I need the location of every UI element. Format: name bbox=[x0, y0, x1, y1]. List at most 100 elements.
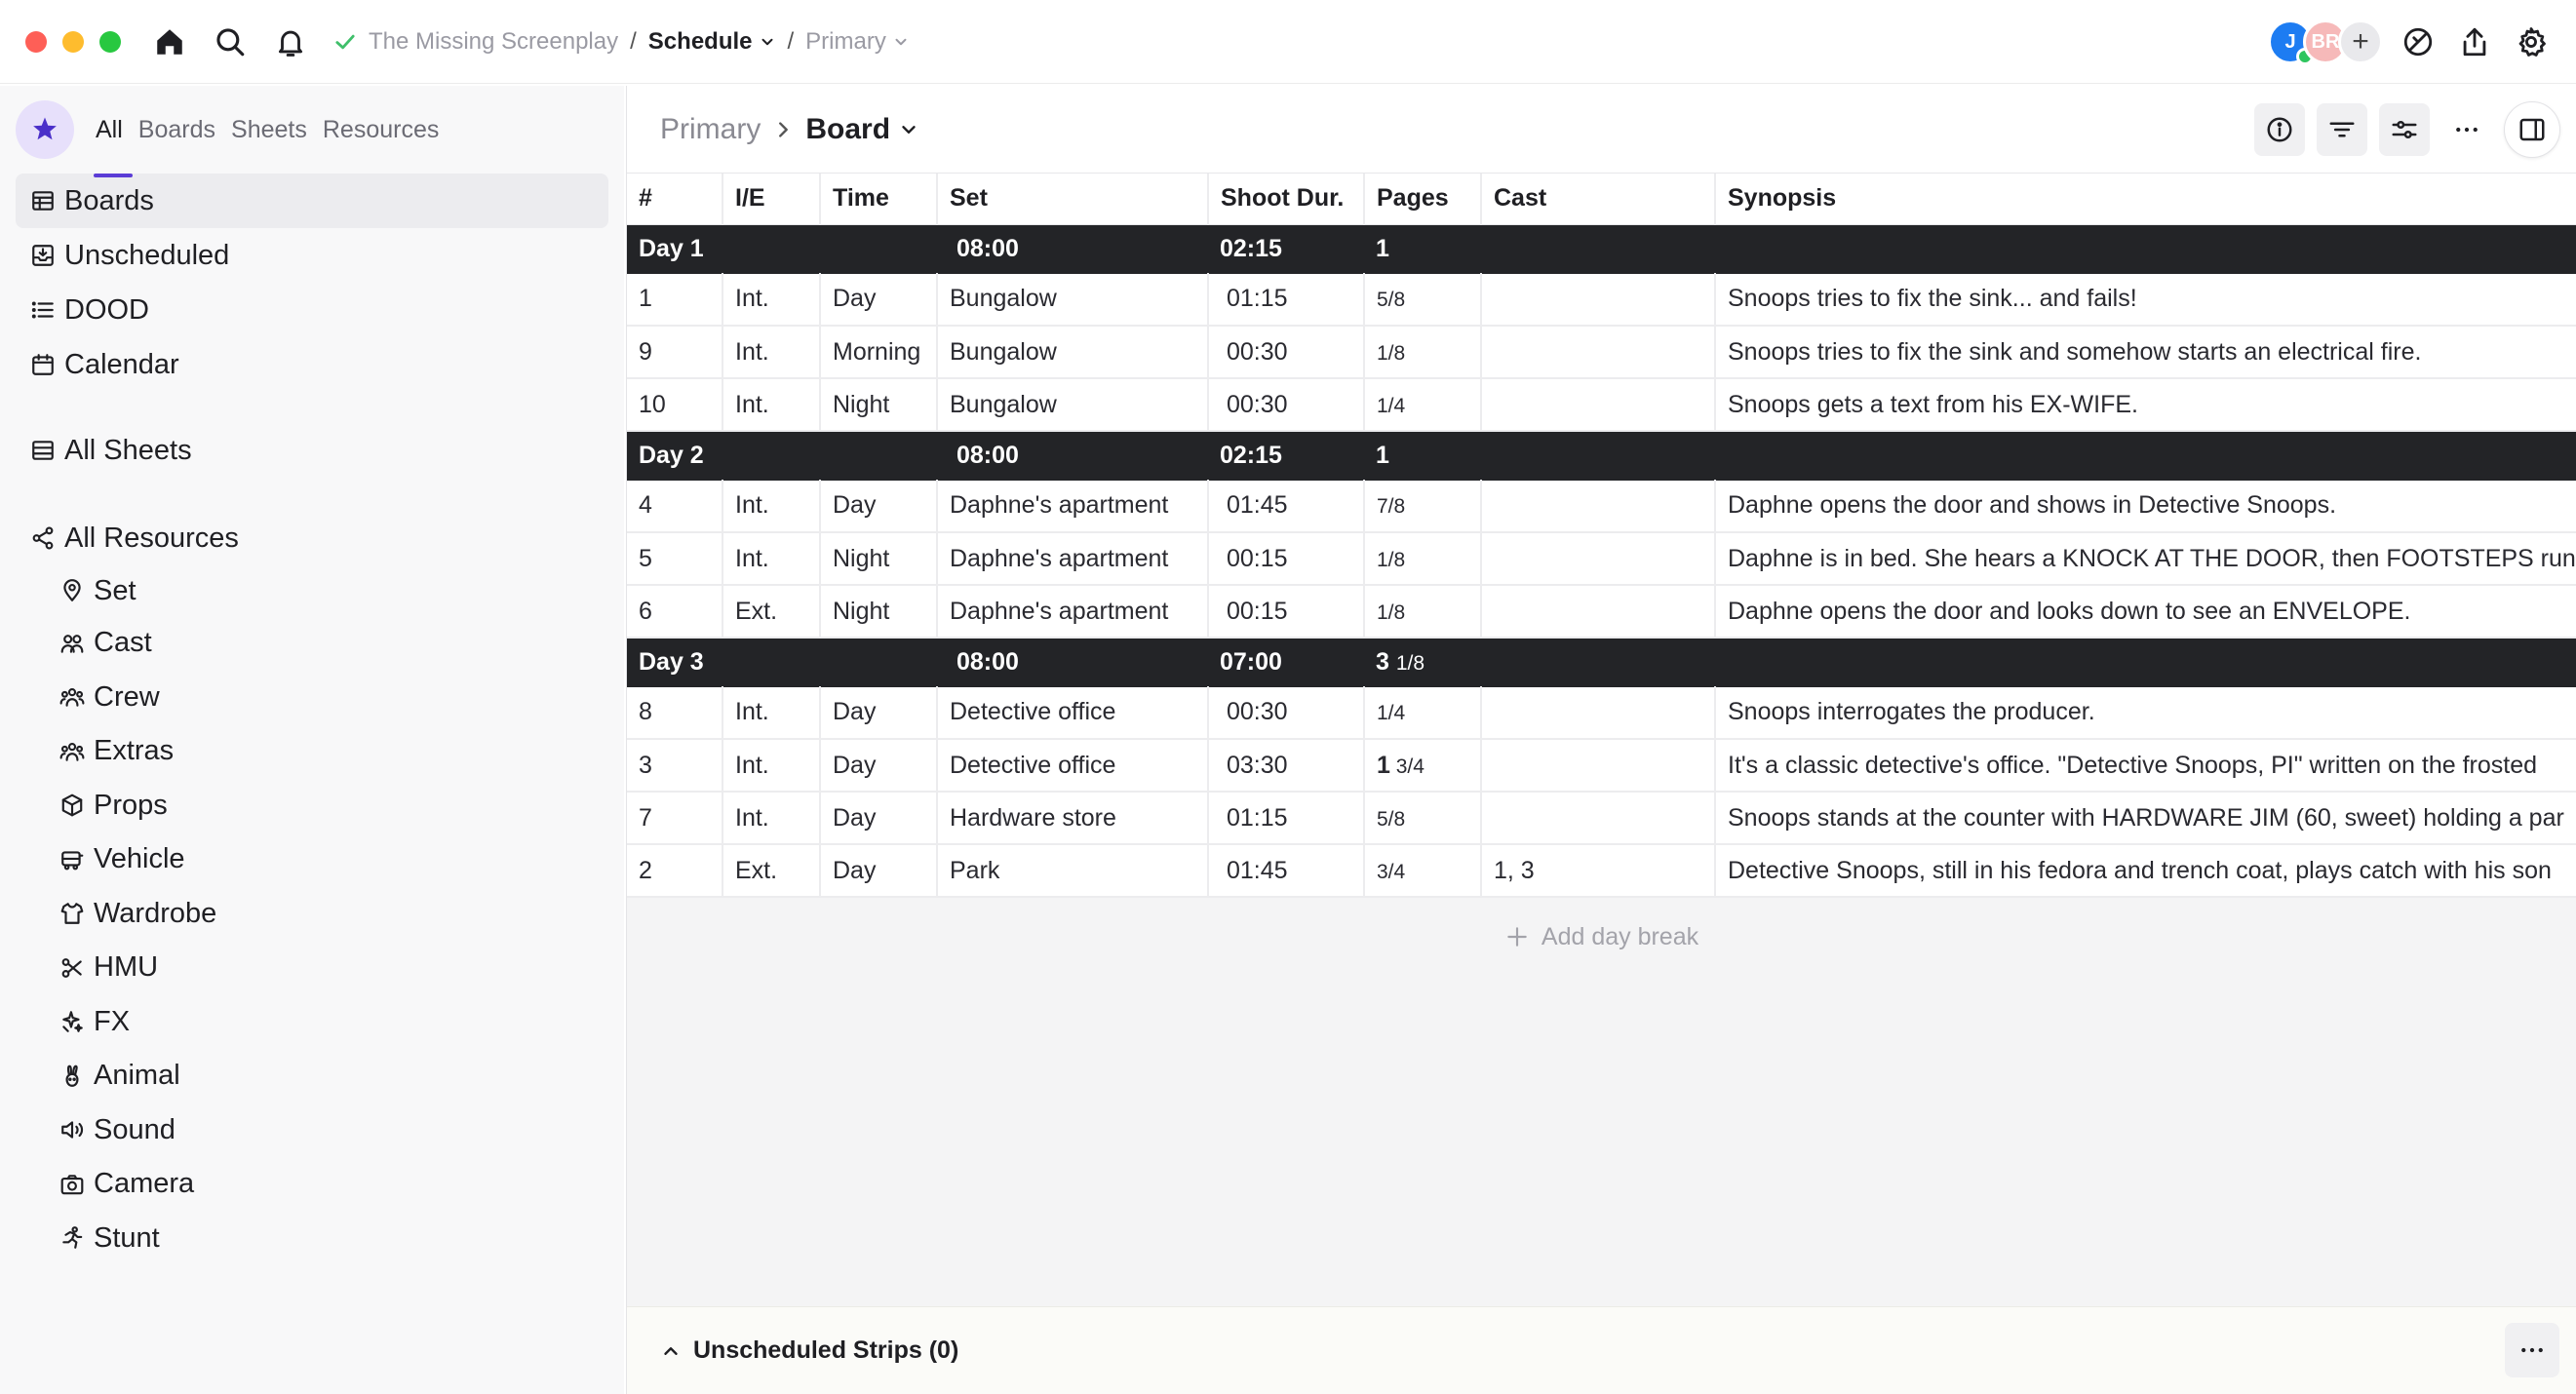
board-view: Primary Board bbox=[626, 86, 2576, 1394]
home-icon[interactable] bbox=[150, 22, 189, 61]
time-of-day: Day bbox=[820, 480, 938, 533]
set-name: Bungalow bbox=[937, 378, 1209, 432]
table-row[interactable]: 5 Int. Night Daphne's apartment 00:15 1/8 Daph… bbox=[627, 532, 2576, 586]
scene-number: 8 bbox=[627, 686, 723, 740]
sidebar-item-camera[interactable]: Camera bbox=[16, 1157, 608, 1212]
sidebar-item-sound[interactable]: Sound bbox=[16, 1104, 608, 1158]
column-header[interactable]: Set bbox=[937, 174, 1209, 225]
set-name: Daphne's apartment bbox=[937, 532, 1209, 586]
synopsis: Snoops tries to fix the sink and somehow… bbox=[1715, 326, 2576, 379]
sidebar-item-label: Extras bbox=[94, 735, 175, 767]
table-row[interactable]: 3 Int. Day Detective office 03:30 1 3/4 It's a… bbox=[627, 739, 2576, 793]
day-break-row[interactable]: Day 3 08:00 07:00 3 1/8 bbox=[627, 638, 2576, 687]
schedule-version-menu[interactable]: Primary bbox=[805, 27, 886, 55]
sidebar-item-unscheduled[interactable]: Unscheduled bbox=[16, 228, 608, 283]
sidebar-item-boards[interactable]: Boards bbox=[16, 174, 608, 228]
settings-sliders-button[interactable] bbox=[2379, 103, 2430, 156]
int-ext: Int. bbox=[722, 378, 821, 432]
sidebar-item-set[interactable]: Set bbox=[16, 565, 608, 616]
sidebar-item-calendar[interactable]: Calendar bbox=[16, 337, 608, 392]
day-break-row[interactable]: Day 2 08:00 02:15 1 bbox=[627, 431, 2576, 481]
table-row[interactable]: 2 Ext. Day Park 01:45 3/4 1, 3 Detective Snoops… bbox=[627, 844, 2576, 898]
sidebar-item-hmu[interactable]: HMU bbox=[16, 941, 608, 995]
sidebar-item-props[interactable]: Props bbox=[16, 779, 608, 833]
scene-number: 6 bbox=[627, 585, 723, 639]
stripboard-table: # I/E Time Set Shoot Dur. Pages Cast Synopsis D… bbox=[627, 174, 2576, 898]
chevron-up-icon[interactable] bbox=[660, 1340, 682, 1362]
sidebar-item-wardrobe[interactable]: Wardrobe bbox=[16, 887, 608, 942]
add-collaborator-button[interactable]: + bbox=[2338, 19, 2383, 64]
sidebar-item-crew[interactable]: Crew bbox=[16, 671, 608, 725]
column-header[interactable]: Cast bbox=[1481, 174, 1716, 225]
column-header[interactable]: I/E bbox=[722, 174, 821, 225]
column-header[interactable]: # bbox=[627, 174, 723, 225]
table-row[interactable]: 6 Ext. Night Daphne's apartment 00:15 1/8 Daph… bbox=[627, 585, 2576, 639]
day-break-row[interactable]: Day 1 08:00 02:15 1 bbox=[627, 224, 2576, 274]
inbox-icon bbox=[29, 242, 57, 269]
search-icon[interactable] bbox=[211, 22, 250, 61]
column-header[interactable]: Synopsis bbox=[1715, 174, 2576, 225]
sliders-icon bbox=[2392, 121, 2417, 139]
sidebar-item-stunt[interactable]: Stunt bbox=[16, 1212, 608, 1266]
set-name: Detective office bbox=[937, 739, 1209, 793]
page-title[interactable]: Board bbox=[805, 112, 891, 145]
chevron-down-icon[interactable] bbox=[759, 33, 776, 51]
tab-resources[interactable]: Resources bbox=[322, 115, 440, 143]
more-horizontal-icon bbox=[2521, 1347, 2543, 1353]
share-icon[interactable] bbox=[2453, 20, 2496, 63]
table-row[interactable]: 10 Int. Night Bungalow 00:30 1/4 Snoops gets a… bbox=[627, 378, 2576, 432]
sidebar-item-fx[interactable]: FX bbox=[16, 995, 608, 1050]
close-window-button[interactable] bbox=[25, 30, 47, 53]
sidebar-item-label: Calendar bbox=[64, 348, 179, 380]
breadcrumb-separator: / bbox=[630, 27, 637, 55]
sidebar-item-label: All Resources bbox=[64, 522, 239, 554]
sidebar-item-label: Crew bbox=[94, 680, 160, 713]
table-row[interactable]: 7 Int. Day Hardware store 01:15 5/8 Snoops sta… bbox=[627, 792, 2576, 845]
add-day-break-button[interactable]: Add day break bbox=[627, 898, 2576, 976]
column-header[interactable]: Shoot Dur. bbox=[1208, 174, 1365, 225]
sidebar-item-all-resources[interactable]: All Resources bbox=[16, 511, 608, 565]
schedule-menu[interactable]: Schedule bbox=[647, 27, 753, 55]
filter-button[interactable] bbox=[2317, 103, 2367, 156]
toggle-panel-button[interactable] bbox=[2504, 101, 2560, 158]
pages-cell: 5/8 bbox=[1364, 792, 1482, 845]
tab-boards[interactable]: Boards bbox=[137, 115, 216, 143]
sidebar-item-vehicle[interactable]: Vehicle bbox=[16, 833, 608, 887]
pages-cell: 1/4 bbox=[1364, 378, 1482, 432]
sidebar-nav: Boards Unscheduled DOOD Calendar All bbox=[0, 174, 624, 1265]
maximize-window-button[interactable] bbox=[99, 30, 121, 53]
info-button[interactable] bbox=[2254, 103, 2305, 156]
minimize-window-button[interactable] bbox=[62, 30, 84, 53]
sidebar-item-animal[interactable]: Animal bbox=[16, 1049, 608, 1104]
sidebar-item-label: Cast bbox=[94, 627, 152, 659]
cast-ids bbox=[1481, 480, 1716, 533]
table-row[interactable]: 8 Int. Day Detective office 00:30 1/4 Snoops i… bbox=[627, 686, 2576, 740]
chevron-down-icon[interactable] bbox=[892, 33, 910, 51]
sidebar-item-extras[interactable]: Extras bbox=[16, 724, 608, 779]
tab-sheets[interactable]: Sheets bbox=[231, 115, 307, 143]
sidebar-item-all-sheets[interactable]: All Sheets bbox=[16, 423, 608, 478]
column-header[interactable]: Time bbox=[820, 174, 938, 225]
unscheduled-strips-bar[interactable]: Unscheduled Strips (0) bbox=[627, 1306, 2576, 1394]
gear-icon[interactable] bbox=[2510, 20, 2553, 63]
breadcrumb-parent[interactable]: Primary bbox=[660, 112, 761, 145]
app-logo[interactable] bbox=[16, 100, 74, 159]
sidebar-item-dood[interactable]: DOOD bbox=[16, 283, 608, 337]
pages-fraction: 5/8 bbox=[1377, 289, 1406, 312]
bell-icon[interactable] bbox=[271, 22, 310, 61]
project-name[interactable]: The Missing Screenplay bbox=[369, 27, 619, 55]
pages-cell: 1 bbox=[1364, 431, 1481, 481]
column-header[interactable]: Pages bbox=[1364, 174, 1482, 225]
chevron-down-icon[interactable] bbox=[898, 119, 919, 140]
table-row[interactable]: 1 Int. Day Bungalow 01:15 5/8 Snoops tries to … bbox=[627, 273, 2576, 327]
int-ext: Int. bbox=[722, 686, 821, 740]
activity-icon[interactable] bbox=[2397, 20, 2439, 63]
tab-all[interactable]: All bbox=[94, 110, 133, 177]
unscheduled-more-button[interactable] bbox=[2505, 1323, 2559, 1377]
cast-ids bbox=[1481, 378, 1716, 432]
chevron-right-icon bbox=[779, 121, 789, 137]
more-options-button[interactable] bbox=[2441, 103, 2492, 156]
sidebar-item-cast[interactable]: Cast bbox=[16, 616, 608, 671]
table-row[interactable]: 4 Int. Day Daphne's apartment 01:45 7/8 Daphne… bbox=[627, 480, 2576, 533]
table-row[interactable]: 9 Int. Morning Bungalow 00:30 1/8 Snoops tries… bbox=[627, 326, 2576, 379]
